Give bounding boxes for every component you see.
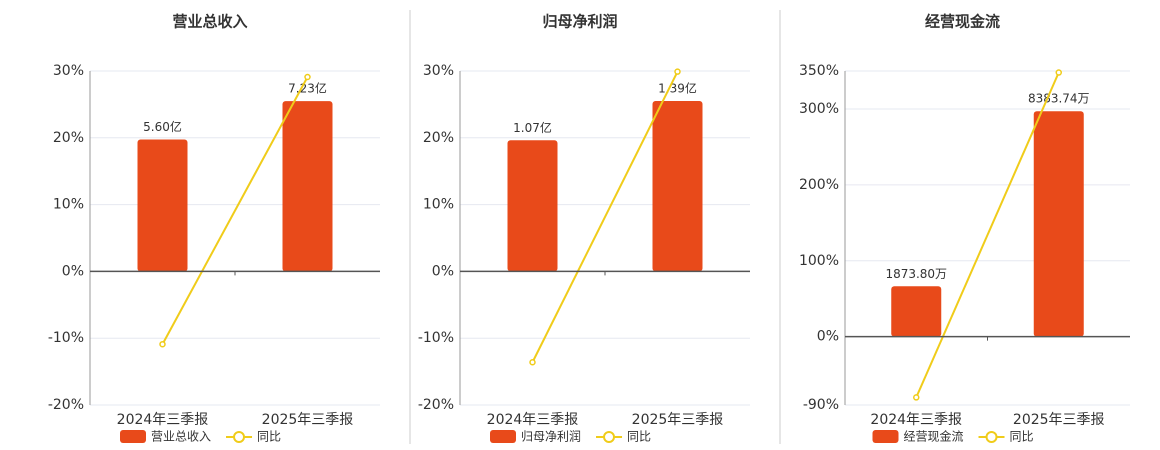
legend-label: 同比 xyxy=(1010,430,1034,444)
y-tick-label: 20% xyxy=(423,130,454,146)
legend-label: 营业总收入 xyxy=(151,430,211,444)
line-point xyxy=(304,73,311,81)
x-tick-label: 2024年三季报 xyxy=(487,412,579,428)
line-point xyxy=(1055,69,1062,76)
legend-marker xyxy=(603,431,616,443)
y-tick-label: -20% xyxy=(48,397,84,413)
legend-label: 同比 xyxy=(627,430,651,444)
legend-swatch xyxy=(120,430,146,443)
y-tick-label: -90% xyxy=(803,397,839,413)
x-tick-label: 2025年三季报 xyxy=(1013,412,1105,428)
line xyxy=(915,72,1060,398)
x-tick-label: 2024年三季报 xyxy=(870,412,962,428)
legend-marker xyxy=(233,431,246,443)
bar xyxy=(1033,111,1084,337)
y-tick-label: 10% xyxy=(423,197,454,213)
y-tick-label: 0% xyxy=(62,263,84,279)
y-tick-label: 0% xyxy=(817,329,839,345)
y-tick-label: 0% xyxy=(432,263,454,279)
y-tick-label: 30% xyxy=(423,63,454,79)
y-tick-label: 300% xyxy=(799,101,839,117)
bar xyxy=(282,101,333,272)
line xyxy=(531,71,679,363)
y-tick-label: 20% xyxy=(53,130,84,146)
y-tick-label: 30% xyxy=(53,63,84,79)
legend-label: 归母净利润 xyxy=(521,430,581,444)
legend-swatch xyxy=(872,430,899,443)
bar xyxy=(652,101,703,272)
chart-title: 营业总收入 xyxy=(172,13,247,31)
x-tick-label: 2024年三季报 xyxy=(117,412,209,428)
bar xyxy=(507,140,558,272)
y-tick-label: 100% xyxy=(799,253,839,269)
line xyxy=(161,76,309,345)
line-point xyxy=(674,68,681,75)
chart-title: 经营现金流 xyxy=(925,13,1000,31)
y-tick-label: -10% xyxy=(48,330,84,346)
y-tick-label: 200% xyxy=(799,177,839,193)
y-tick-label: -20% xyxy=(418,397,454,413)
y-tick-label: 350% xyxy=(799,63,839,79)
bar xyxy=(891,286,942,337)
line-point xyxy=(159,340,166,348)
x-tick-label: 2025年三季报 xyxy=(632,412,724,428)
bar-value-label: 8383.74万 xyxy=(1028,92,1090,106)
x-tick-label: 2025年三季报 xyxy=(262,412,354,428)
legend-label: 经营现金流 xyxy=(904,429,964,444)
line-point xyxy=(529,358,536,366)
bar-value-label: 1873.80万 xyxy=(885,267,947,281)
legend-swatch xyxy=(490,430,516,443)
legend-label: 同比 xyxy=(257,430,281,444)
legend-marker xyxy=(985,431,998,443)
chart-title: 归母净利润 xyxy=(542,13,617,31)
y-tick-label: -10% xyxy=(418,330,454,346)
line-point xyxy=(913,394,920,401)
bar-value-label: 1.07亿 xyxy=(513,120,552,135)
y-tick-label: 10% xyxy=(53,197,84,213)
bar xyxy=(137,139,188,272)
bar-value-label: 1.39亿 xyxy=(658,81,697,96)
bar-value-label: 5.60亿 xyxy=(143,119,182,134)
bar-value-label: 7.23亿 xyxy=(288,81,327,96)
